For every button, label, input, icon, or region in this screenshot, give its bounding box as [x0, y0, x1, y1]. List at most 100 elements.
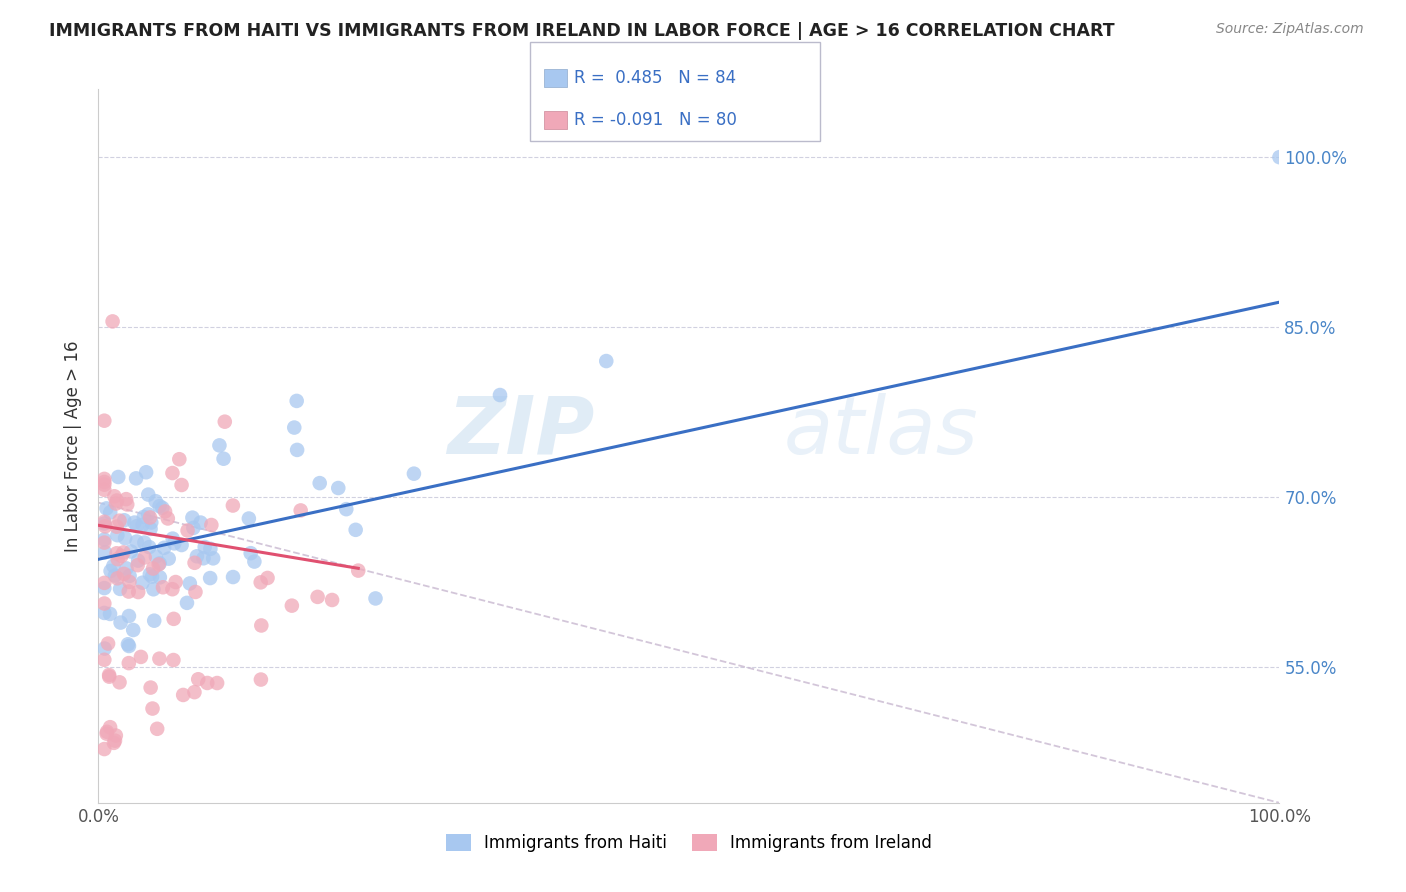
Point: [139, 681, 162, 695]
Point: [136, 487, 159, 501]
Point: [281, 599, 304, 613]
Point: [108, 582, 131, 596]
Point: [93, 535, 115, 549]
Point: [200, 541, 222, 556]
Point: [308, 476, 330, 491]
Point: [125, 534, 148, 549]
Point: [162, 653, 184, 667]
Y-axis label: In Labor Force | Age > 16: In Labor Force | Age > 16: [65, 340, 83, 552]
Point: [249, 575, 271, 590]
Point: [93, 472, 115, 486]
Point: [165, 575, 187, 590]
Point: [208, 438, 231, 452]
Point: [124, 516, 146, 530]
Point: [127, 585, 149, 599]
Point: [105, 528, 128, 542]
Point: [107, 470, 129, 484]
Point: [93, 575, 115, 590]
Point: [125, 471, 148, 485]
Text: R =  0.485   N = 84: R = 0.485 N = 84: [574, 70, 735, 87]
Point: [195, 676, 218, 690]
Point: [139, 567, 162, 582]
Point: [162, 532, 184, 546]
Point: [190, 516, 212, 530]
Point: [120, 544, 142, 558]
Point: [98, 720, 121, 734]
Point: [93, 483, 115, 497]
Point: [149, 557, 172, 571]
Point: [214, 415, 236, 429]
Point: [135, 465, 157, 479]
Point: [93, 606, 115, 620]
Point: [139, 510, 162, 524]
Point: [104, 733, 127, 747]
Point: [103, 558, 125, 573]
Point: [250, 618, 273, 632]
Point: [170, 478, 193, 492]
Point: [179, 576, 201, 591]
Point: [108, 675, 131, 690]
Point: [256, 571, 278, 585]
Point: [335, 502, 357, 516]
Text: atlas: atlas: [783, 392, 979, 471]
Point: [212, 451, 235, 466]
Point: [595, 354, 617, 368]
Point: [200, 518, 222, 533]
Point: [112, 566, 135, 581]
Point: [238, 511, 260, 525]
Text: ZIP: ZIP: [447, 392, 595, 471]
Point: [285, 393, 308, 408]
Point: [169, 452, 191, 467]
Point: [183, 685, 205, 699]
Point: [129, 649, 152, 664]
Point: [150, 500, 173, 515]
Point: [127, 558, 149, 573]
Point: [344, 523, 367, 537]
Point: [105, 546, 128, 560]
Point: [134, 550, 156, 565]
Point: [222, 499, 245, 513]
Point: [193, 551, 215, 566]
Point: [101, 314, 124, 328]
Point: [153, 541, 176, 555]
Point: [110, 615, 132, 630]
Point: [402, 467, 425, 481]
Point: [162, 466, 184, 480]
Point: [132, 510, 155, 524]
Point: [114, 531, 136, 545]
Point: [105, 497, 128, 511]
Point: [118, 656, 141, 670]
Point: [138, 540, 160, 554]
Point: [148, 558, 170, 572]
Point: [118, 609, 141, 624]
Point: [205, 676, 228, 690]
Point: [250, 673, 273, 687]
Text: Source: ZipAtlas.com: Source: ZipAtlas.com: [1216, 22, 1364, 37]
Point: [183, 521, 205, 535]
Point: [141, 516, 163, 530]
Point: [145, 494, 167, 508]
Point: [194, 540, 217, 554]
Point: [132, 517, 155, 532]
Point: [321, 593, 343, 607]
Point: [118, 584, 141, 599]
Point: [115, 561, 138, 575]
Point: [98, 505, 121, 519]
Point: [1268, 150, 1291, 164]
Point: [222, 570, 245, 584]
Point: [162, 582, 184, 597]
Point: [100, 564, 122, 578]
Point: [142, 582, 165, 597]
Point: [94, 519, 117, 533]
Point: [149, 570, 172, 584]
Point: [93, 597, 115, 611]
Point: [105, 493, 128, 508]
Point: [104, 729, 127, 743]
Point: [187, 673, 209, 687]
Point: [115, 498, 138, 512]
Point: [172, 688, 194, 702]
Point: [141, 701, 163, 715]
Legend: Immigrants from Haiti, Immigrants from Ireland: Immigrants from Haiti, Immigrants from I…: [439, 827, 939, 859]
Point: [98, 607, 121, 621]
Point: [157, 551, 180, 566]
